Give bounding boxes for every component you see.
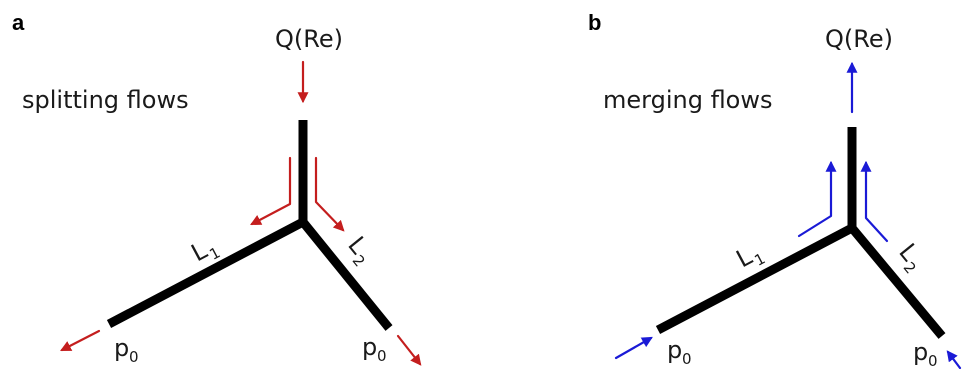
- panel-b-outlet-right: p 0: [913, 338, 938, 369]
- panel-a-outflow-arrow-left: [60, 329, 101, 352]
- panel-b-outlet-left: p 0: [667, 336, 692, 368]
- panel-a-branch-l2: [299, 219, 393, 331]
- panel-a-junction: [106, 120, 393, 331]
- panel-a-letter: a: [12, 10, 25, 35]
- panel-b-junction: [655, 127, 946, 339]
- panel-a-outlet-right: p 0: [362, 333, 387, 365]
- panel-b-outlet-left-sub: 0: [682, 350, 692, 368]
- panel-b-outlet-right-text: p: [913, 338, 928, 366]
- panel-a-outlet-right-text: p: [362, 333, 377, 361]
- panel-b-outlet-left-text: p: [667, 336, 682, 364]
- panel-a-outlet-right-sub: 0: [377, 347, 387, 365]
- panel-b-l2-label: L 2: [893, 238, 924, 277]
- panel-b-outlet-right-sub: 0: [928, 352, 938, 369]
- panel-b-merge-arrow-right: [860, 160, 889, 243]
- panel-a-outflow-arrow-right: [396, 334, 422, 366]
- panel-b-branch-l1: [655, 224, 855, 334]
- panel-b-inflow-arrow-right: [946, 350, 962, 369]
- panel-b: b merging flows Q(Re) L 1 L 2 p 0 p 0: [588, 10, 962, 369]
- panel-a-branch-l1: [106, 218, 306, 328]
- panel-a-title: splitting flows: [22, 86, 189, 114]
- panel-a-flux-label: Q(Re): [275, 25, 343, 53]
- panel-a-outlet-left: p 0: [114, 334, 139, 366]
- panel-b-letter: b: [588, 10, 601, 35]
- panel-a: a splitting flows Q(Re) L 1 L 2 p 0 p 0: [12, 10, 422, 366]
- panel-a-split-arrow-left: [250, 156, 292, 226]
- panel-a-l2-label: L 2: [342, 231, 373, 270]
- panel-b-merge-arrow-left: [797, 160, 837, 238]
- panel-b-inflow-arrow-left: [614, 336, 653, 360]
- panel-b-branch-l2: [848, 225, 946, 339]
- panel-a-outlet-left-text: p: [114, 334, 129, 362]
- panel-a-split-arrow-right: [314, 156, 345, 232]
- panel-b-flux-label: Q(Re): [825, 25, 893, 53]
- panel-a-outlet-left-sub: 0: [129, 348, 139, 366]
- panel-b-title: merging flows: [603, 86, 773, 114]
